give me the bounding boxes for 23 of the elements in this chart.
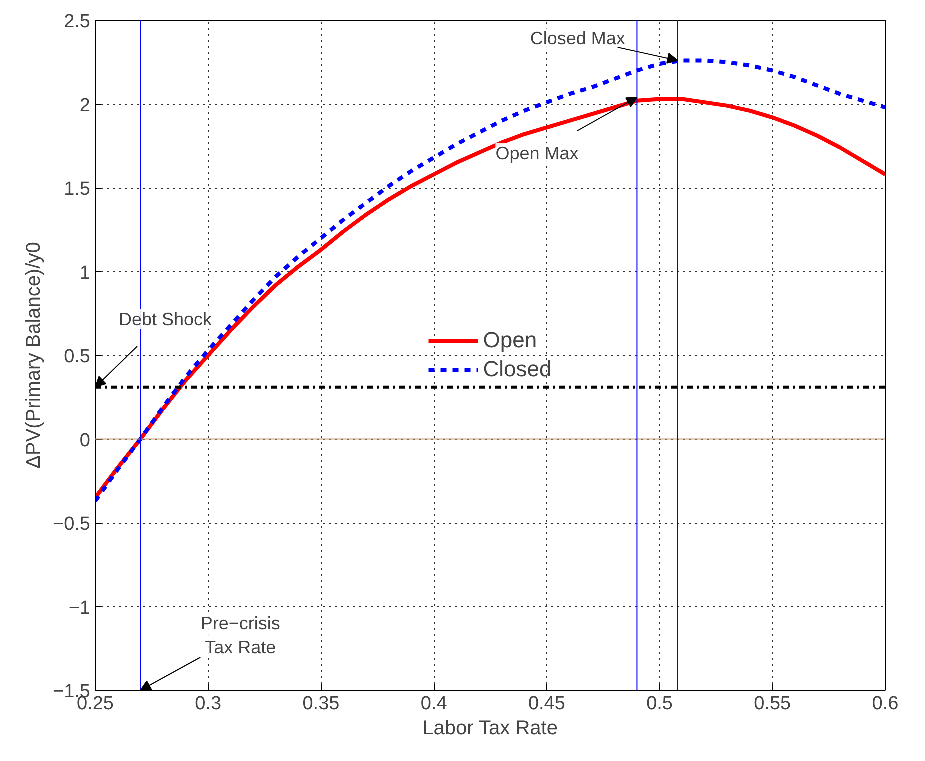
y-tick-label: −0.5 [52,514,91,535]
annotation: Open Max [496,144,579,164]
annotation: Closed Max [530,28,626,49]
y-tick-label: 0.5 [64,346,91,368]
x-tick-label: 0.55 [754,694,792,714]
y-tick-label: 0 [80,430,91,452]
y-tick-label: 2.5 [64,12,91,32]
y-axis-title: ΔPV(Primary Balance)/y0 [22,242,45,469]
x-tick-label: 0.6 [872,694,899,714]
x-axis-title: Labor Tax Rate [422,718,558,740]
x-tick-label: 0.3 [195,694,222,714]
annotation: Debt Shock [118,309,214,330]
y-tick-label: 1 [80,262,91,284]
x-tick-label: 0.35 [302,694,340,714]
y-tick-label: 2 [80,95,91,116]
x-tick-label: 0.45 [528,694,566,714]
y-tick-label: 1.5 [64,179,91,200]
annotation: Pre−crisis Tax Rate [200,614,280,658]
x-tick-label: 0.4 [420,694,448,714]
y-tick-label: −1 [68,598,91,619]
x-tick-label: 0.5 [646,694,673,714]
legend-label: Closed [483,356,552,382]
legend-label: Open [483,328,538,354]
